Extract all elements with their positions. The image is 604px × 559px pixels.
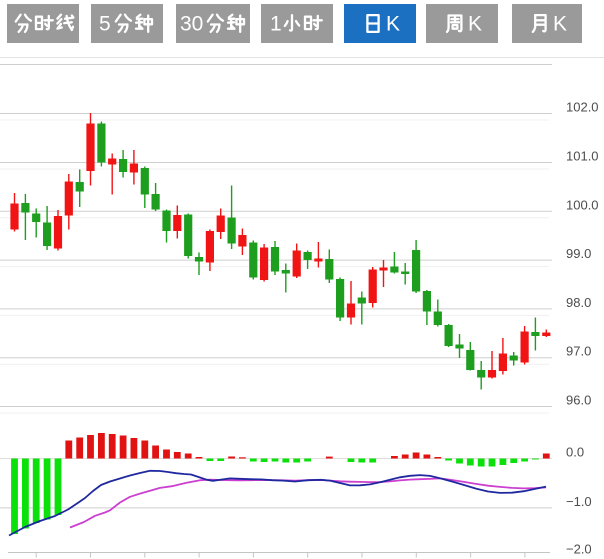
svg-text:K: K: [468, 13, 482, 36]
svg-text:K: K: [553, 13, 567, 36]
svg-text:−1.0: −1.0: [566, 494, 592, 509]
svg-text:1: 1: [270, 13, 282, 36]
svg-text:0.0: 0.0: [566, 445, 584, 460]
svg-text:102.0: 102.0: [566, 100, 599, 115]
svg-text:−2.0: −2.0: [566, 542, 592, 557]
svg-text:97.0: 97.0: [566, 344, 591, 359]
svg-text:K: K: [386, 13, 400, 36]
svg-text:98.0: 98.0: [566, 295, 591, 310]
svg-text:5: 5: [99, 13, 111, 36]
svg-text:100.0: 100.0: [566, 197, 599, 212]
svg-text:99.0: 99.0: [566, 246, 591, 261]
svg-text:96.0: 96.0: [566, 393, 591, 408]
svg-text:101.0: 101.0: [566, 149, 599, 164]
svg-text:30: 30: [180, 13, 203, 36]
